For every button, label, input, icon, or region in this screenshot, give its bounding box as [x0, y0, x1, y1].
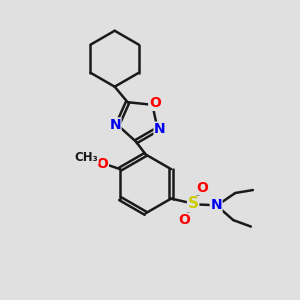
Text: O: O [178, 213, 190, 227]
Text: O: O [149, 96, 161, 110]
Text: CH₃: CH₃ [74, 151, 98, 164]
Text: O: O [97, 157, 108, 171]
Text: O: O [196, 181, 208, 195]
Text: N: N [210, 198, 222, 212]
Text: N: N [154, 122, 166, 136]
Text: S: S [188, 196, 199, 211]
Text: N: N [109, 118, 121, 132]
